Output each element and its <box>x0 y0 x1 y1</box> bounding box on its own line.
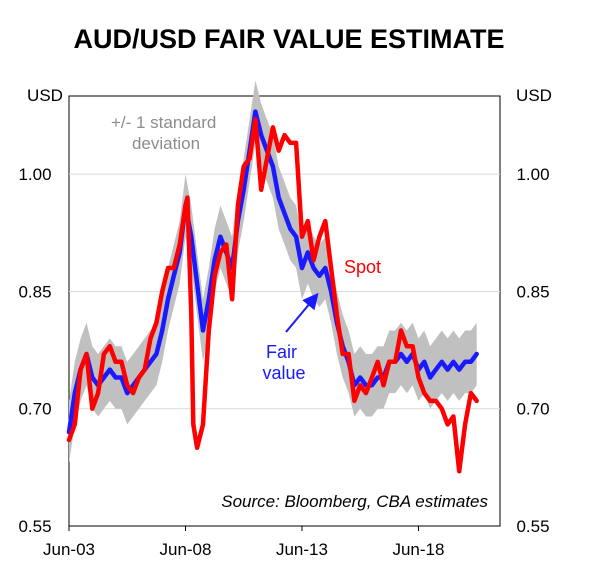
plot-frame <box>68 95 501 527</box>
y-tick-label-left: 1.00 <box>18 165 51 184</box>
y-tick-label-right: 0.70 <box>516 400 549 419</box>
fair-value-arrow <box>285 292 319 333</box>
fair-value-annotation: Fair value <box>262 342 305 383</box>
y-tick-label-right: 0.85 <box>516 282 549 301</box>
spot-annotation: Spot <box>344 257 381 277</box>
chart-title: AUD/USD FAIR VALUE ESTIMATE <box>73 24 504 54</box>
x-tick-label: Jun-08 <box>159 540 211 559</box>
y-tick-labels: 0.55 0.55 0.70 0.70 0.85 0.85 1.00 1.00 <box>18 165 549 536</box>
y-tick-label-right: 1.00 <box>516 165 549 184</box>
series <box>66 109 479 474</box>
source-note: Source: Bloomberg, CBA estimates <box>221 492 488 511</box>
y-tick-label-left: 0.70 <box>18 400 51 419</box>
band-annotation: +/- 1 standard deviation <box>111 113 221 153</box>
y-axis-unit-left: USD <box>27 86 63 105</box>
fair-value-annotation-line1: Fair <box>266 342 297 362</box>
y-tick-label-right: 0.55 <box>516 517 549 536</box>
band-annotation-line2: deviation <box>132 134 200 153</box>
x-tick-label: Jun-03 <box>43 540 95 559</box>
spot-line <box>66 117 479 474</box>
band-annotation-line1: +/- 1 standard <box>111 113 216 132</box>
x-tick-labels: Jun-03 Jun-08 Jun-13 Jun-18 <box>43 526 444 559</box>
y-axis-unit-right: USD <box>516 86 552 105</box>
x-tick-label: Jun-13 <box>276 540 328 559</box>
gridlines <box>69 173 500 410</box>
y-tick-label-left: 0.85 <box>18 282 51 301</box>
fair-value-annotation-line2: value <box>262 363 305 383</box>
plot-area <box>68 95 501 527</box>
x-tick-label: Jun-18 <box>392 540 444 559</box>
y-tick-label-left: 0.55 <box>18 517 51 536</box>
